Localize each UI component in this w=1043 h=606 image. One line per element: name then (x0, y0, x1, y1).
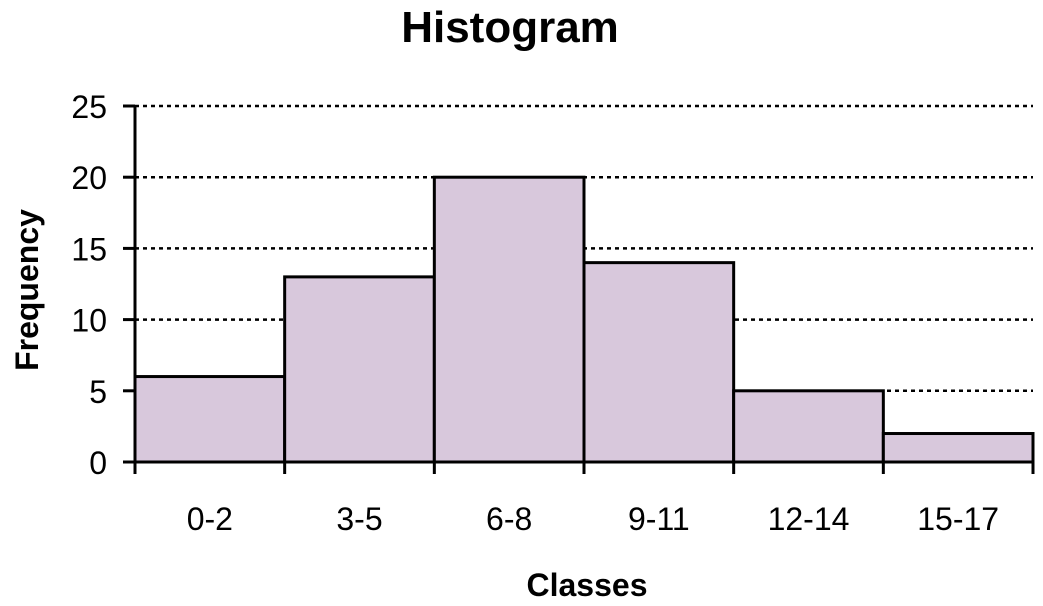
bar (283, 275, 436, 464)
bar (732, 389, 885, 464)
x-tick-label: 3-5 (336, 501, 382, 537)
chart-title: Histogram (401, 3, 619, 52)
y-tick-label: 25 (71, 89, 107, 125)
y-tick-label: 20 (71, 160, 107, 196)
y-tick-label: 5 (89, 374, 107, 410)
y-tick-label: 15 (71, 231, 107, 267)
x-tick-label: 15-17 (917, 501, 999, 537)
bar (582, 261, 736, 464)
y-tick-label: 0 (89, 445, 107, 481)
y-tick-label: 10 (71, 303, 107, 339)
x-tick-label: 0-2 (187, 501, 233, 537)
x-tick-label: 12-14 (768, 501, 850, 537)
bar (881, 432, 1035, 464)
y-tick-labels: 0 5 10 15 20 25 (71, 89, 135, 481)
x-tick-label: 9-11 (628, 501, 690, 537)
y-axis-title: Frequency (9, 209, 45, 371)
bar (133, 375, 287, 464)
bars (133, 175, 1035, 464)
x-axis-title: Classes (527, 567, 648, 603)
x-tick-label: 6-8 (486, 501, 532, 537)
x-tick-labels: 0-2 3-5 6-8 9-11 12-14 15-17 (133, 462, 1035, 537)
bar (432, 175, 586, 464)
